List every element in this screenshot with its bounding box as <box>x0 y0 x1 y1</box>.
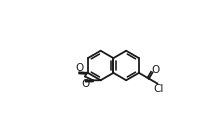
Text: O: O <box>81 79 90 89</box>
Text: Cl: Cl <box>153 84 164 94</box>
Text: O: O <box>75 63 83 73</box>
Text: O: O <box>152 65 160 75</box>
